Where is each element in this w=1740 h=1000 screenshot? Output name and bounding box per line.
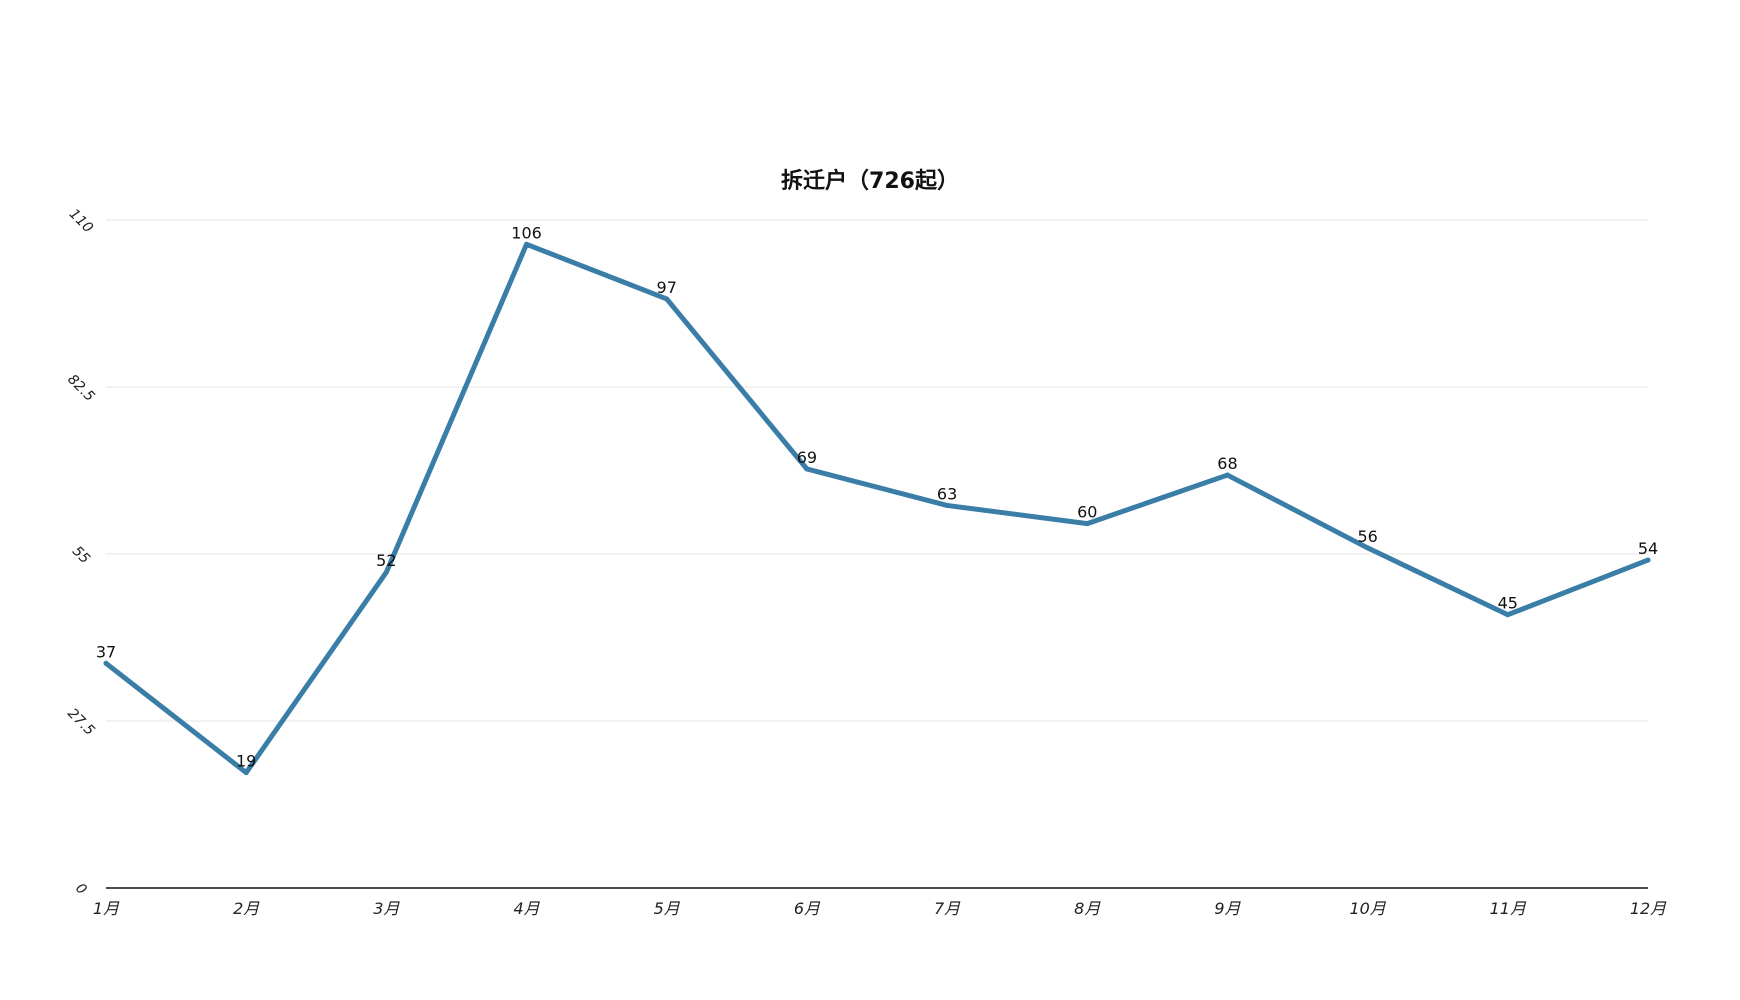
data-label: 69 [797,448,817,467]
x-tick-label: 6月 [794,899,821,918]
data-point [1084,521,1090,527]
data-point [524,241,530,247]
x-tick-label: 7月 [934,899,961,918]
grid-lines [106,219,1648,722]
data-point [1505,612,1511,618]
data-point [103,660,109,666]
data-point [1365,545,1371,551]
data-point [1224,472,1230,478]
x-tick-label: 11月 [1490,899,1527,918]
data-point [1645,557,1651,563]
data-point [944,502,950,508]
data-label: 45 [1498,594,1518,613]
data-point [664,296,670,302]
y-tick-label: 27.5 [64,705,97,738]
x-tick-label: 2月 [233,899,260,918]
y-axis: 0 27.5 55 82.5 110 [64,206,97,898]
data-label: 19 [236,752,256,771]
x-axis: 1月 2月 3月 4月 5月 6月 7月 8月 9月 10月 11月 12月 [93,887,1667,918]
x-tick-label: 8月 [1074,899,1101,918]
y-tick-label: 55 [69,543,93,567]
data-label: 106 [511,223,542,242]
data-label: 56 [1357,527,1377,546]
data-label: 54 [1638,539,1658,558]
x-tick-label: 4月 [513,899,540,918]
series-layer [103,241,1651,776]
x-tick-label: 12月 [1630,899,1667,918]
y-tick-label: 0 [72,880,90,898]
data-label: 63 [937,484,957,503]
x-tick-label: 1月 [93,899,120,918]
x-tick-label: 10月 [1349,899,1386,918]
y-tick-label: 82.5 [64,371,97,404]
series-line [103,241,1651,776]
data-point [383,569,389,575]
data-labels: 37 19 52 106 97 69 63 60 68 56 45 54 [96,223,1658,770]
x-tick-label: 5月 [654,899,681,918]
data-label: 37 [96,642,116,661]
data-point [804,466,810,472]
x-tick-label: 3月 [373,899,400,918]
data-label: 97 [657,278,677,297]
data-point [243,770,249,776]
data-label: 60 [1077,503,1097,522]
x-tick-label: 9月 [1214,899,1241,918]
data-label: 52 [376,551,396,570]
chart-title: 拆迁户（726起） [781,168,959,194]
data-label: 68 [1217,454,1237,473]
y-tick-label: 110 [66,206,96,236]
